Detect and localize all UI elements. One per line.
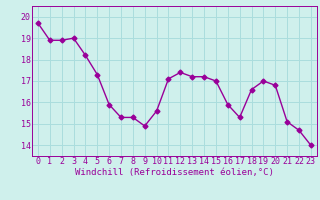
- X-axis label: Windchill (Refroidissement éolien,°C): Windchill (Refroidissement éolien,°C): [75, 168, 274, 177]
